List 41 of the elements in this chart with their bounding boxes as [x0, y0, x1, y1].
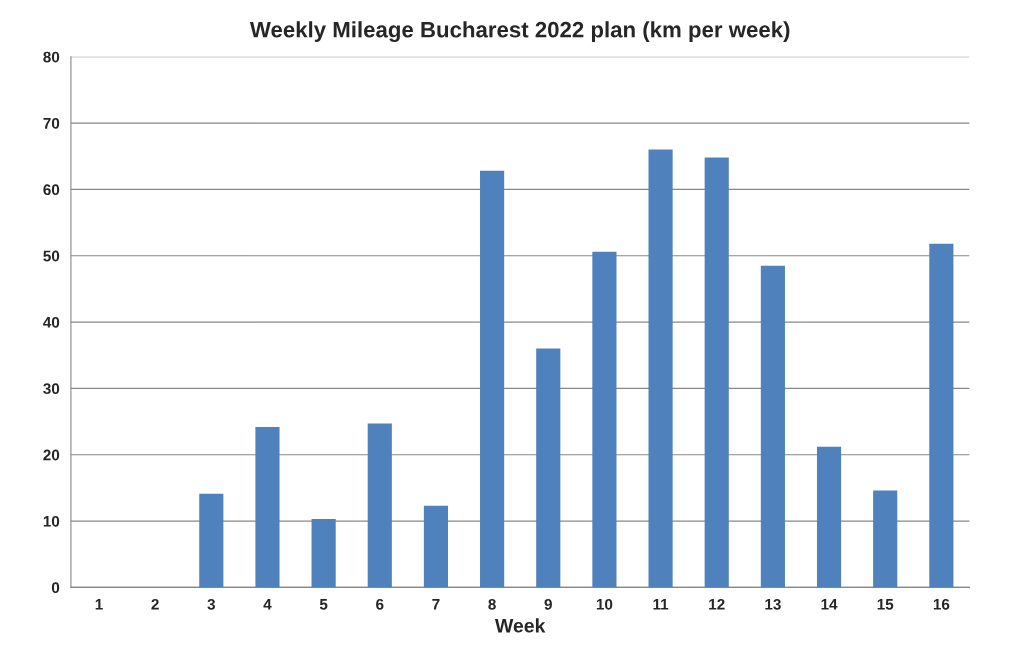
x-tick-label: 2	[151, 598, 159, 610]
y-tick-label: 30	[43, 383, 60, 395]
chart-title: Weekly Mileage Bucharest 2022 plan (km per week)	[249, 21, 790, 43]
x-tick-label: 9	[544, 598, 552, 610]
bar	[255, 426, 280, 588]
x-tick-label: 15	[877, 599, 894, 610]
x-tick-label: 8	[488, 598, 496, 610]
bar	[423, 505, 449, 588]
x-axis-title: Week	[494, 618, 546, 633]
x-tick-label: 1	[95, 599, 103, 610]
x-tick-label: 14	[821, 599, 838, 610]
y-tick-label: 50	[43, 250, 60, 262]
bar	[873, 490, 898, 588]
bar	[816, 446, 842, 588]
x-tick-label: 10	[596, 598, 613, 610]
y-tick-label: 20	[43, 449, 60, 461]
bar	[592, 251, 617, 588]
x-tick-label: 16	[933, 598, 950, 610]
x-tick-label: 11	[653, 599, 669, 610]
bar	[648, 149, 673, 588]
bar	[536, 348, 561, 588]
x-tick-label: 3	[207, 598, 215, 610]
x-tick-label: 13	[765, 598, 781, 610]
bar	[480, 170, 505, 588]
y-tick-label: 60	[43, 184, 60, 196]
bar	[704, 157, 729, 588]
bar	[199, 493, 224, 588]
bar	[929, 243, 954, 588]
y-tick-label: 10	[43, 515, 60, 527]
x-tick-label: 12	[709, 598, 725, 610]
x-tick-label: 6	[376, 598, 384, 610]
x-tick-label: 5	[319, 599, 328, 610]
y-tick-label: 80	[43, 51, 60, 63]
bar	[311, 519, 336, 588]
x-tick-label: 7	[432, 599, 440, 610]
bar	[760, 265, 785, 588]
y-tick-label: 0	[51, 582, 60, 594]
y-tick-label: 40	[43, 316, 60, 328]
y-tick-label: 70	[43, 117, 60, 129]
bar	[367, 423, 392, 588]
x-tick-label: 4	[263, 599, 272, 610]
